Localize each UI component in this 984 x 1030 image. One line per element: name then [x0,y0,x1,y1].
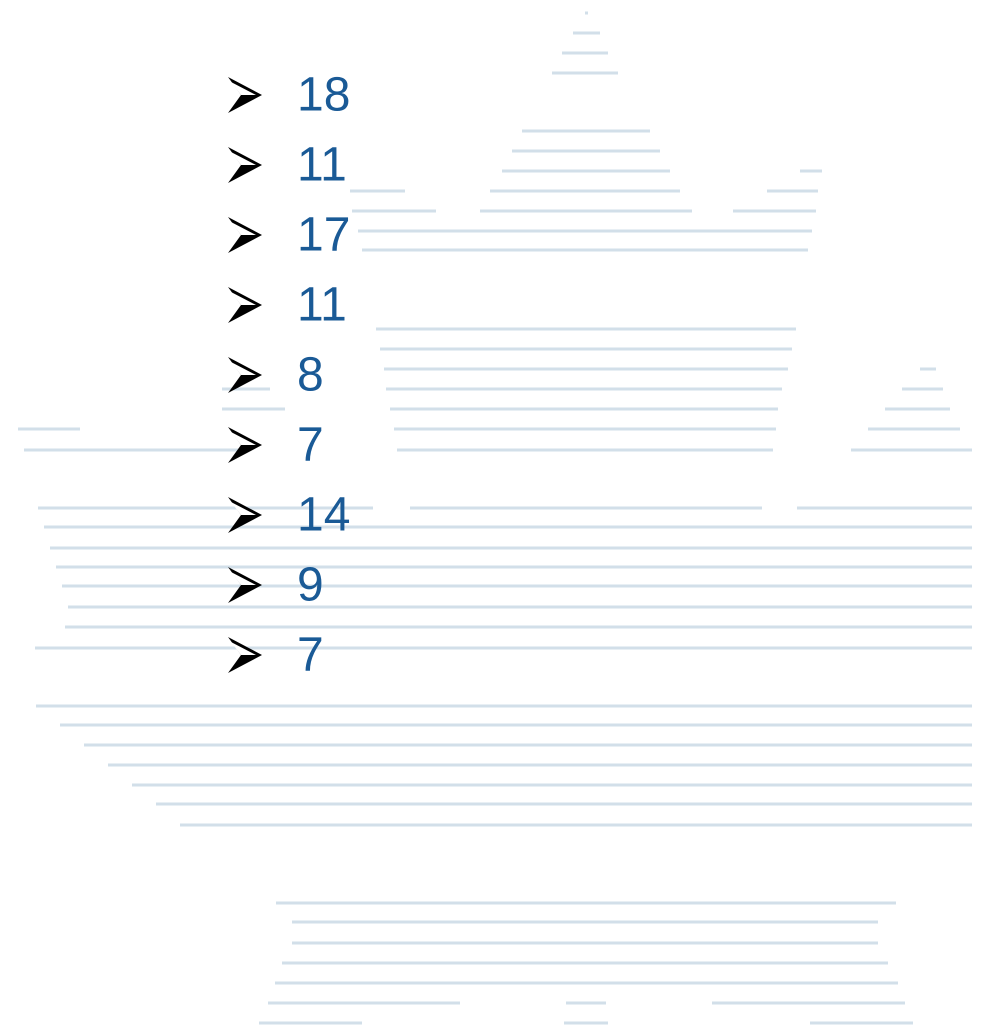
item-text: 14 [297,489,350,542]
list-item: 14 [228,489,350,542]
list-item: 8 [228,349,324,402]
list-item: 11 [228,279,347,332]
list-item: 18 [228,69,350,122]
bullet-list: 18 11 17 11 8 7 14 9 7 [228,69,350,682]
item-text: 7 [297,419,324,472]
background-watermark [18,13,972,1023]
page-canvas: 18 11 17 11 8 7 14 9 7 [0,0,984,1030]
item-text: 8 [297,349,324,402]
list-item: 17 [228,209,350,262]
list-item: 11 [228,139,347,192]
list-item: 7 [228,629,324,682]
list-item: 7 [228,419,324,472]
item-text: 18 [297,69,350,122]
item-text: 9 [297,559,324,612]
item-text: 11 [297,139,347,192]
item-text: 7 [297,629,324,682]
item-text: 17 [297,209,350,262]
page: 18111711871497 (() => { const data = JSO… [0,0,984,1030]
item-text: 11 [297,279,347,332]
